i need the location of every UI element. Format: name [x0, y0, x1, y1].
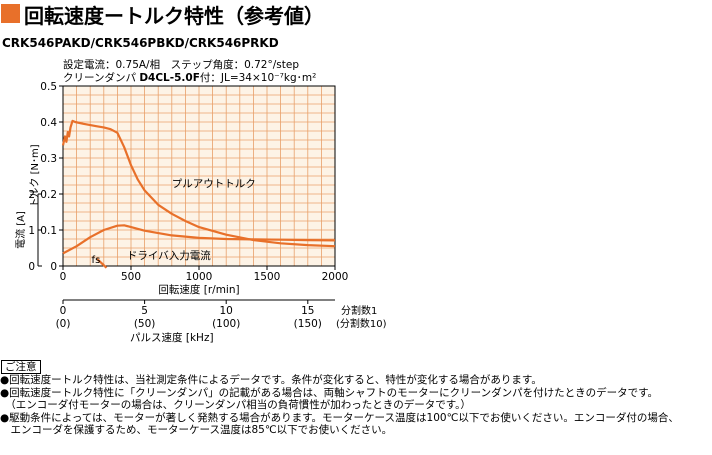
pulse-tick-sublabel: (50) [134, 318, 156, 330]
title-square-icon [1, 4, 20, 23]
x-axis-title: 回転速度 [r/min] [158, 283, 239, 296]
speed-torque-chart: 0 0.1 0.2 0.3 0.4 0.5 0 1 2 0 500 1000 1500 2000 回転速度 … [14, 81, 387, 344]
pulse-unit-10: (分割数10) [336, 317, 387, 330]
current-tick-label: 0 [28, 261, 35, 273]
pulse-axis-title: パルス速度 [kHz] [130, 331, 214, 344]
pulse-unit-1: 分割数1 [341, 304, 377, 317]
x-tick-label: 1000 [186, 271, 213, 283]
model-names: CRK546PAKD/CRK546PBKD/CRK546PRKD [2, 36, 279, 50]
plot-axes [37, 85, 336, 304]
y-tick-label: 0.4 [40, 117, 57, 129]
series-line-0 [61, 119, 336, 248]
y-tick-label: 0.1 [40, 225, 57, 237]
condition-line-2-suffix: 付：JL=34×10⁻⁷kg･m² [199, 72, 317, 84]
notes-title: ご注意 [1, 360, 41, 374]
x-tick-label: 1500 [254, 271, 281, 283]
y-tick-label: 0.5 [40, 81, 57, 93]
series-layer [61, 119, 336, 269]
condition-line-2: クリーンダンパ D4CL-5.0F付：JL=34×10⁻⁷kg･m² [63, 70, 316, 85]
pulse-tick-label: 5 [141, 305, 148, 317]
header: 回転速度ートルク特性（参考値） [0, 0, 712, 28]
x-tick-label: 500 [121, 271, 141, 283]
annotation-pullout: プルアウトトルク [172, 178, 256, 190]
note-item: エンコーダを保護するため、モーターケース温度は85℃以下でお使いください。 [0, 424, 393, 436]
series-line-2 [96, 258, 108, 269]
note-item: ●回転速度ートルク特性は、当社測定条件によるデータです。条件が変化すると、特性が… [0, 374, 542, 386]
x-tick-label: 2000 [322, 271, 349, 283]
current-axis-title: 電流 [A] [14, 211, 27, 249]
condition-line-1: 設定電流：0.75A/相 ステップ角度：0.72°/step [63, 59, 299, 71]
current-tick-label: 1 [28, 225, 35, 237]
y-tick-label: 0.3 [40, 153, 57, 165]
note-item: （エンコーダ付モーターの場合は、クリーンダンパ相当の負荷慣性が加わったときのデー… [0, 399, 471, 411]
series-line-1 [62, 224, 336, 255]
pulse-tick-sublabel: (0) [56, 318, 71, 330]
note-item: ●回転速度ートルク特性に「クリーンダンパ」の記載がある場合は、両軸シャフトのモー… [0, 386, 659, 399]
pulse-tick-sublabel: (150) [294, 318, 322, 330]
chart-labels: 0 0.1 0.2 0.3 0.4 0.5 0 1 2 0 500 1000 1500 2000 回転速度 … [14, 81, 387, 344]
note-item: ●駆動条件によっては、モーターが著しく発熱する場合があります。モーターケース温度… [0, 411, 679, 424]
page-title: 回転速度ートルク特性（参考値） [24, 4, 324, 28]
y-tick-label: 0 [50, 261, 57, 273]
y-tick-label: 0.2 [40, 189, 57, 201]
current-tick-label: 2 [28, 189, 35, 201]
pulse-tick-label: 15 [301, 305, 314, 317]
damper-model: D4CL-5.0F [139, 72, 200, 84]
pulse-tick-sublabel: (100) [212, 318, 240, 330]
notes-section: ご注意 ●回転速度ートルク特性は、当社測定条件によるデータです。条件が変化すると… [0, 360, 712, 437]
annotation-driver-current: ドライバ入力電流 [127, 249, 211, 262]
y-axis-title: トルク [N･m] [29, 144, 41, 207]
pulse-tick-label: 10 [220, 305, 233, 317]
condition-line-2-prefix: クリーンダンパ [63, 72, 140, 84]
pulse-tick-label: 0 [60, 305, 67, 317]
x-tick-label: 0 [60, 271, 67, 283]
annotation-fs: fs [92, 255, 101, 266]
